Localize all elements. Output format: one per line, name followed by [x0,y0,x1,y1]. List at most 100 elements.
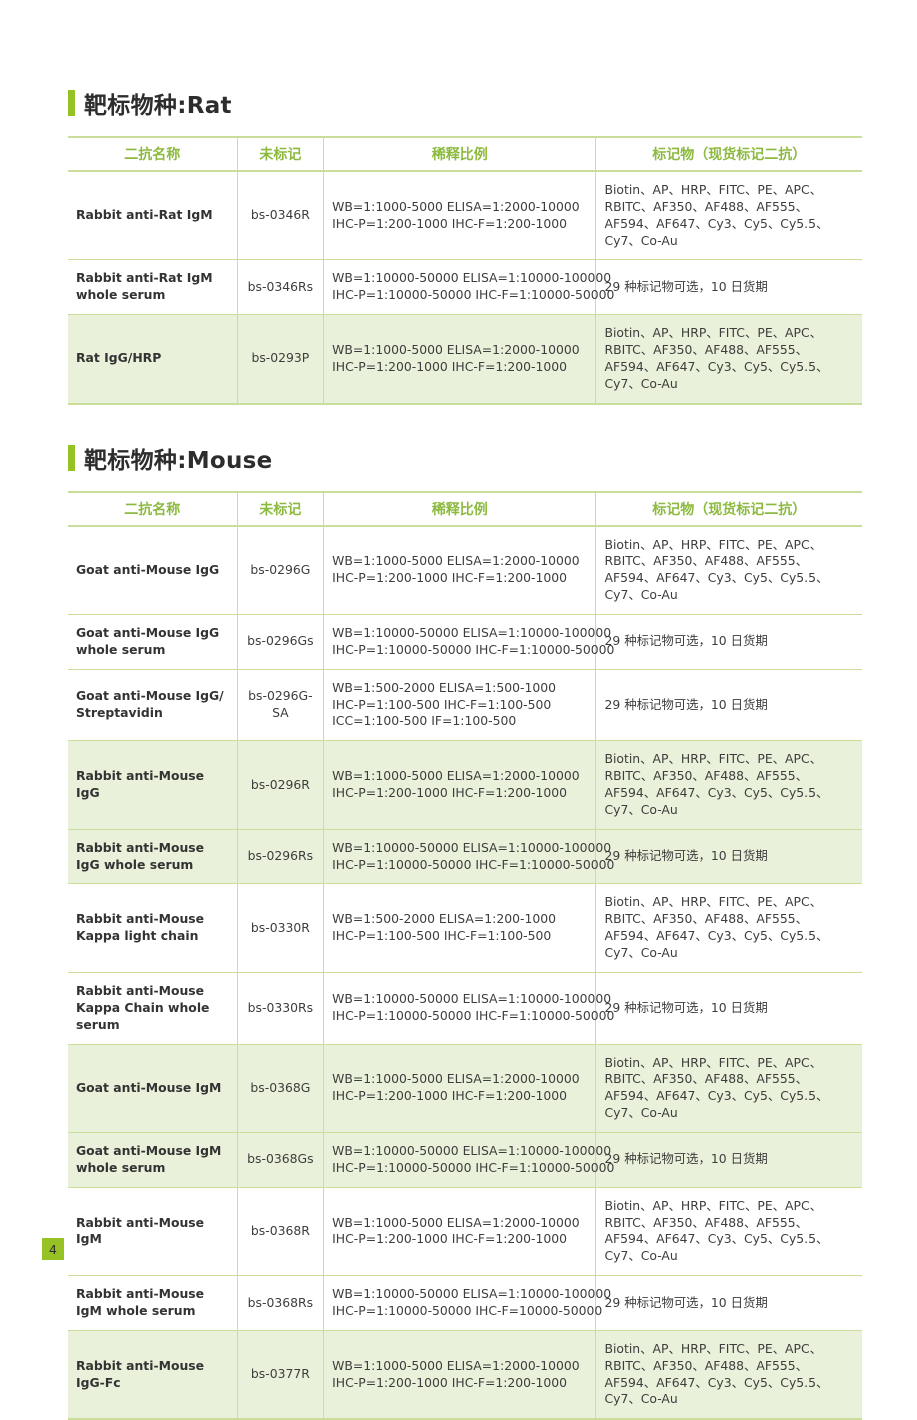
table-row: Rabbit anti-Mouse IgG-Fc bs-0377R WB=1:100… [68,1330,862,1420]
dilution-cell: WB=1:1000-5000 ELISA=1:2000-10000 IHC-P=1… [323,1330,596,1420]
catalog-number-cell: bs-0368G [236,1044,324,1133]
catalog-number-cell: bs-0330Rs [236,972,324,1045]
conjugates-cell: Biotin、AP、HRP、FITC、PE、APC、RBITC、AF350、AF… [595,314,862,405]
antibody-name-cell: Goat anti-Mouse IgG whole serum [68,614,238,670]
conjugates-cell: 29 种标记物可选，10 日货期 [595,1275,862,1331]
dilution-line: IHC-P=1:10000-50000 IHC-F=1:10000-50000 [332,641,615,657]
dilution-cell: WB=1:1000-5000 ELISA=1:2000-10000 IHC-P=1… [323,1044,596,1133]
column-header: 未标记 [236,137,324,171]
page-number: 4 [42,1238,64,1260]
species-section: 靶标物种:Rat 二抗名称 未标记 稀释比例 标记物（现货标记二抗） Rabbit ant… [68,86,862,405]
dilution-line: IHC-P=1:10000-50000 IHC-F=10000-50000 [332,1302,603,1318]
section-title: 靶标物种:Rat [84,93,232,119]
catalog-number-cell: bs-0368Rs [236,1275,324,1331]
catalog-number-cell: bs-0368Gs [236,1132,324,1188]
table-header: 二抗名称 未标记 稀释比例 标记物（现货标记二抗） [68,137,862,171]
antibody-name-cell: Goat anti-Mouse IgM whole serum [68,1132,238,1188]
dilution-cell: WB=1:10000-50000 ELISA=1:10000-100000 IHC… [323,829,615,885]
table-row: Goat anti-Mouse IgM whole serum bs-0368Gs… [68,1132,862,1188]
column-header: 二抗名称 [124,147,181,163]
dilution-cell: WB=1:1000-5000 ELISA=1:2000-10000 IHC-P=1… [323,1187,596,1277]
catalog-number-cell: bs-0296Rs [236,829,324,885]
table-row: Rabbit anti-Rat IgM bs-0346R WB=1:1000-500… [68,171,862,261]
dilution-line: WB=1:500-2000 ELISA=1:500-1000 [332,679,556,695]
dilution-line: IHC-P=1:200-1000 IHC-F=1:200-1000 [332,785,568,801]
table-row: Rabbit anti-Mouse IgG whole serum bs-0296… [68,829,862,885]
conjugates-cell: 29 种标记物可选，10 日货期 [595,972,862,1045]
conjugates-cell: Biotin、AP、HRP、FITC、PE、APC、RBITC、AF350、AF… [595,525,862,616]
column-header: 稀释比例 [323,137,596,171]
antibody-name-cell: Goat anti-Mouse IgG [68,525,238,616]
conjugates-cell: Biotin、AP、HRP、FITC、PE、APC、RBITC、AF350、AF… [595,1044,862,1133]
table-row: Rat IgG/HRP bs-0293P WB=1:1000-5000 ELISA=… [68,314,862,405]
dilution-line: WB=1:500-2000 ELISA=1:200-1000 [332,911,556,927]
document-page: 靶标物种:Rat 二抗名称 未标记 稀释比例 标记物（现货标记二抗） Rabbit ant… [68,0,862,1420]
catalog-number-cell: bs-0377R [236,1330,324,1420]
conjugates-cell: Biotin、AP、HRP、FITC、PE、APC、RBITC、AF350、AF… [595,883,862,973]
dilution-cell: WB=1:500-2000 ELISA=1:500-1000 IHC-P=1:10… [323,669,596,742]
conjugates-cell: 29 种标记物可选，10 日货期 [595,259,862,316]
section-title-row: 靶标物种:Rat [68,86,862,120]
dilution-cell: WB=1:10000-50000 ELISA=1:10000-100000 IHC… [323,1275,612,1331]
conjugates-cell: Biotin、AP、HRP、FITC、PE、APC、RBITC、AF350、AF… [595,1187,862,1277]
antibody-name-cell: Rabbit anti-Mouse IgG-Fc [68,1330,238,1420]
table-row: Goat anti-Mouse IgG whole serum bs-0296Gs… [68,614,862,670]
dilution-line: WB=1:10000-50000 ELISA=1:10000-100000 [332,1286,612,1302]
dilution-line: IHC-P=1:10000-50000 IHC-F=1:10000-50000 [332,1008,615,1024]
dilution-line: WB=1:10000-50000 ELISA=1:10000-100000 [332,1142,612,1158]
antibody-name-cell: Rabbit anti-Mouse Kappa light chain [68,883,238,973]
dilution-line: WB=1:1000-5000 ELISA=1:2000-10000 [332,1214,580,1230]
table-row: Goat anti-Mouse IgG bs-0296G WB=1:1000-500… [68,525,862,616]
dilution-line: ICC=1:100-500 IF=1:100-500 [332,713,517,729]
dilution-line: IHC-P=1:200-1000 IHC-F=1:200-1000 [332,1088,568,1104]
conjugates-cell: Biotin、AP、HRP、FITC、PE、APC、RBITC、AF350、AF… [595,1330,862,1420]
conjugates-cell: 29 种标记物可选，10 日货期 [595,1132,862,1188]
table-row: Rabbit anti-Mouse Kappa light chain bs-03… [68,883,862,973]
dilution-line: IHC-P=1:200-1000 IHC-F=1:200-1000 [332,1231,568,1247]
antibody-name-cell: Rabbit anti-Rat IgM whole serum [68,259,238,316]
table-header: 二抗名称 未标记 稀释比例 标记物（现货标记二抗） [68,491,862,526]
conjugates-cell: Biotin、AP、HRP、FITC、PE、APC、RBITC、AF350、AF… [595,740,862,830]
antibody-table: 二抗名称 未标记 稀释比例 标记物（现货标记二抗） Goat anti-Mouse Ig… [68,491,862,1420]
antibody-name-cell: Rabbit anti-Mouse Kappa Chain whole seru… [68,972,238,1045]
catalog-number-cell: bs-0296R [236,740,324,830]
header-row: 二抗名称 未标记 稀释比例 标记物（现货标记二抗） [68,491,862,526]
catalog-number-cell: bs-0296G [236,525,324,616]
dilution-line: IHC-P=1:200-1000 IHC-F=1:200-1000 [332,358,568,374]
catalog-number-cell: bs-0346Rs [236,259,324,316]
section-title-accent-bar [68,444,75,471]
catalog-number-cell: bs-0296G-SA [236,669,324,742]
dilution-cell: WB=1:500-2000 ELISA=1:200-1000 IHC-P=1:10… [323,883,596,973]
catalog-number-cell: bs-0296Gs [236,614,324,670]
catalog-number-cell: bs-0368R [236,1187,324,1277]
antibody-name-cell: Rabbit anti-Mouse IgG whole serum [68,829,238,885]
dilution-line: WB=1:1000-5000 ELISA=1:2000-10000 [332,768,580,784]
conjugates-cell: Biotin、AP、HRP、FITC、PE、APC、RBITC、AF350、AF… [595,171,862,261]
antibody-name-cell: Rabbit anti-Mouse IgG [68,740,238,830]
dilution-line: WB=1:10000-50000 ELISA=1:10000-100000 [332,839,612,855]
section-title: 靶标物种:Mouse [84,447,273,474]
dilution-line: IHC-P=1:10000-50000 IHC-F=1:10000-50000 [332,856,615,872]
antibody-name-cell: Rabbit anti-Rat IgM [68,171,238,261]
dilution-line: WB=1:1000-5000 ELISA=1:2000-10000 [332,198,580,214]
conjugates-cell: 29 种标记物可选，10 日货期 [595,829,862,885]
dilution-line: WB=1:1000-5000 ELISA=1:2000-10000 [332,1357,580,1373]
dilution-cell: WB=1:1000-5000 ELISA=1:2000-10000 IHC-P=1… [323,740,596,830]
section-title-accent-bar [68,90,75,116]
antibody-name-cell: Goat anti-Mouse IgG/ Streptavidin [68,669,238,742]
dilution-cell: WB=1:10000-50000 ELISA=1:10000-100000 IHC… [323,1132,614,1188]
antibody-table: 二抗名称 未标记 稀释比例 标记物（现货标记二抗） Rabbit anti-Rat Ig… [68,136,862,405]
dilution-cell: WB=1:1000-5000 ELISA=1:2000-10000 IHC-P=1… [323,314,596,405]
table-body: Goat anti-Mouse IgG bs-0296G WB=1:1000-500… [68,525,862,1420]
dilution-line: IHC-P=1:100-500 IHC-F=1:100-500 [332,928,552,944]
catalog-number-cell: bs-0346R [236,171,324,261]
dilution-line: WB=1:1000-5000 ELISA=1:2000-10000 [332,553,580,569]
column-header: 稀释比例 [323,491,596,526]
column-header: 标记物（现货标记二抗） [595,137,862,171]
conjugates-cell: 29 种标记物可选，10 日货期 [595,614,862,670]
dilution-line: IHC-P=1:100-500 IHC-F=1:100-500 [332,696,552,712]
catalog-number-cell: bs-0293P [236,314,324,405]
dilution-line: WB=1:1000-5000 ELISA=1:2000-10000 [332,1071,580,1087]
table-row: Goat anti-Mouse IgG/ Streptavidin bs-0296… [68,669,862,742]
antibody-name-cell: Rabbit anti-Mouse IgM whole serum [68,1275,238,1331]
